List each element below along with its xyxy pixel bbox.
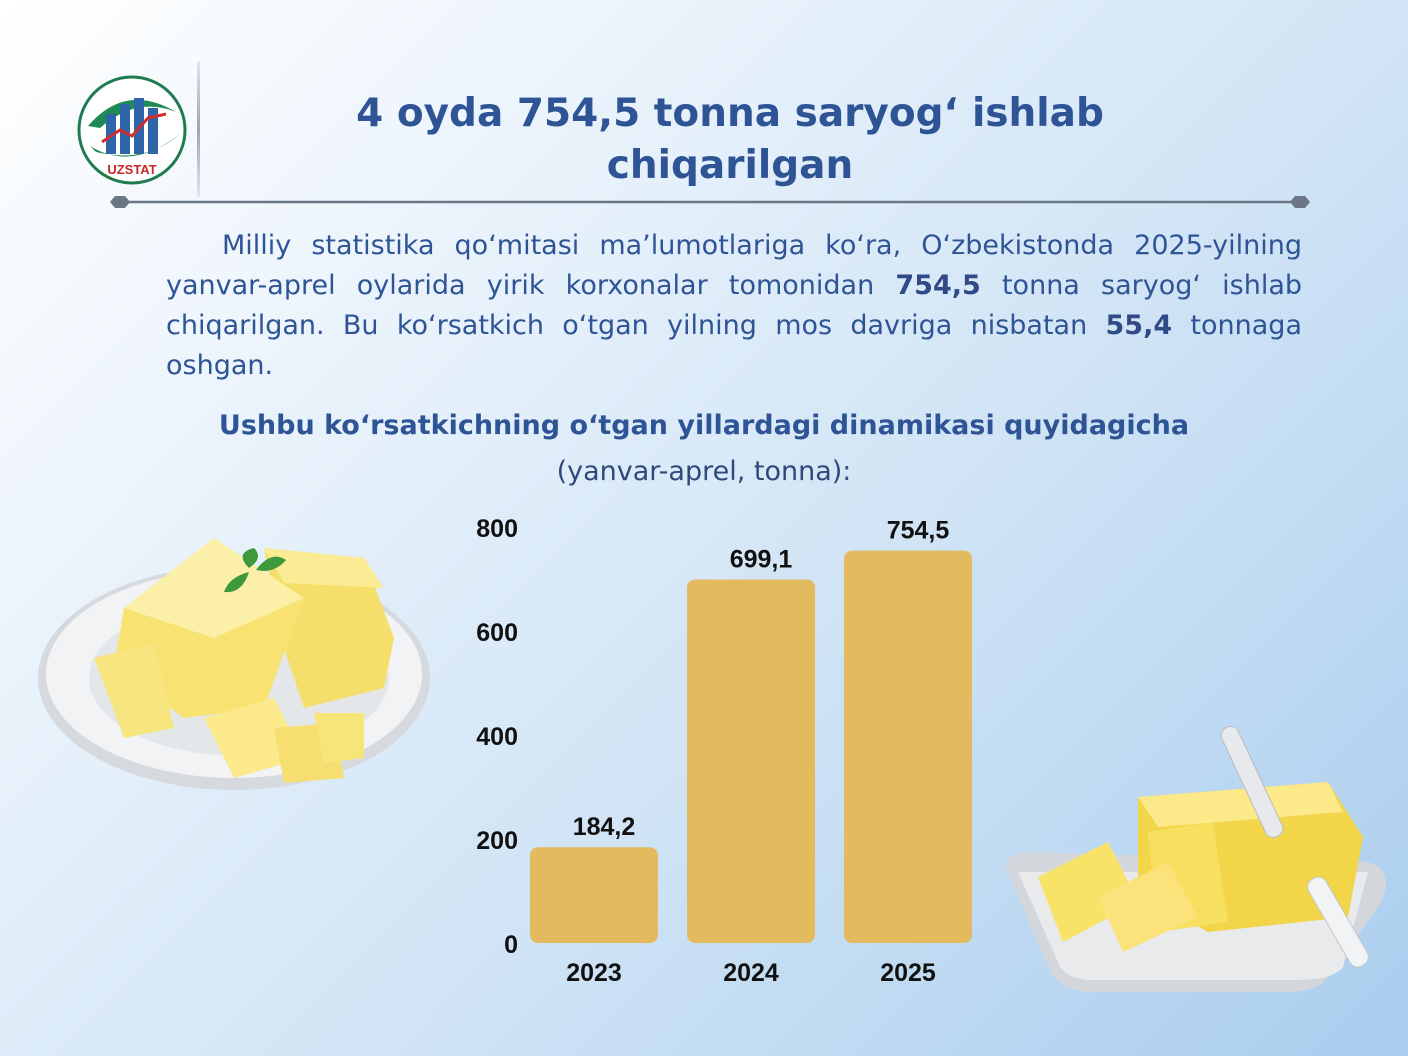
bar xyxy=(530,847,658,943)
x-tick-label: 2024 xyxy=(723,959,779,987)
logo-text: UZSTAT xyxy=(107,162,156,177)
bar xyxy=(844,550,972,943)
chart-title: Ushbu ko‘rsatkichning o‘tgan yillardagi … xyxy=(218,410,1190,441)
bar-chart: 0 200 400 600 800 184,2 2023 699,1 2024 754,5 2025 xyxy=(476,515,972,987)
intro-text-1: Milliy statistika qo‘mitasi ma’lumotlari… xyxy=(166,230,1302,301)
intro-value-production: 754,5 xyxy=(895,270,981,301)
bar-value-label: 754,5 xyxy=(887,517,950,545)
page-title: 4 oyda 754,5 tonna saryog‘ ishlab chiqar… xyxy=(330,88,1130,192)
intro-text-2: tonna saryog‘ ishlab chiqarilgan. Bu ko‘… xyxy=(166,270,1302,341)
intro-paragraph: Milliy statistika qo‘mitasi ma’lumotlari… xyxy=(166,226,1302,386)
y-tick-label: 0 xyxy=(504,931,518,959)
butter-on-plate-image xyxy=(38,538,430,790)
bar xyxy=(687,579,815,943)
butter-with-knife-image xyxy=(1005,725,1386,992)
title-divider xyxy=(110,196,1310,208)
title-line-2: chiqarilgan xyxy=(606,143,854,188)
title-line-1: 4 oyda 754,5 tonna saryog‘ ishlab xyxy=(356,91,1104,136)
y-tick-label: 600 xyxy=(476,619,518,647)
bar-value-label: 184,2 xyxy=(573,813,636,841)
y-tick-label: 200 xyxy=(476,827,518,855)
x-tick-label: 2025 xyxy=(880,959,936,987)
intro-text-3: tonnaga oshgan. xyxy=(166,310,1302,381)
uzstat-logo-icon: UZSTAT xyxy=(77,75,187,185)
y-tick-label: 400 xyxy=(476,723,518,751)
bar-value-label: 699,1 xyxy=(730,545,793,573)
chart-subtitle: (yanvar-aprel, tonna): xyxy=(556,456,852,487)
header-separator xyxy=(197,62,200,197)
y-tick-label: 800 xyxy=(476,515,518,543)
x-tick-label: 2023 xyxy=(566,959,622,987)
intro-value-increase: 55,4 xyxy=(1105,310,1173,341)
